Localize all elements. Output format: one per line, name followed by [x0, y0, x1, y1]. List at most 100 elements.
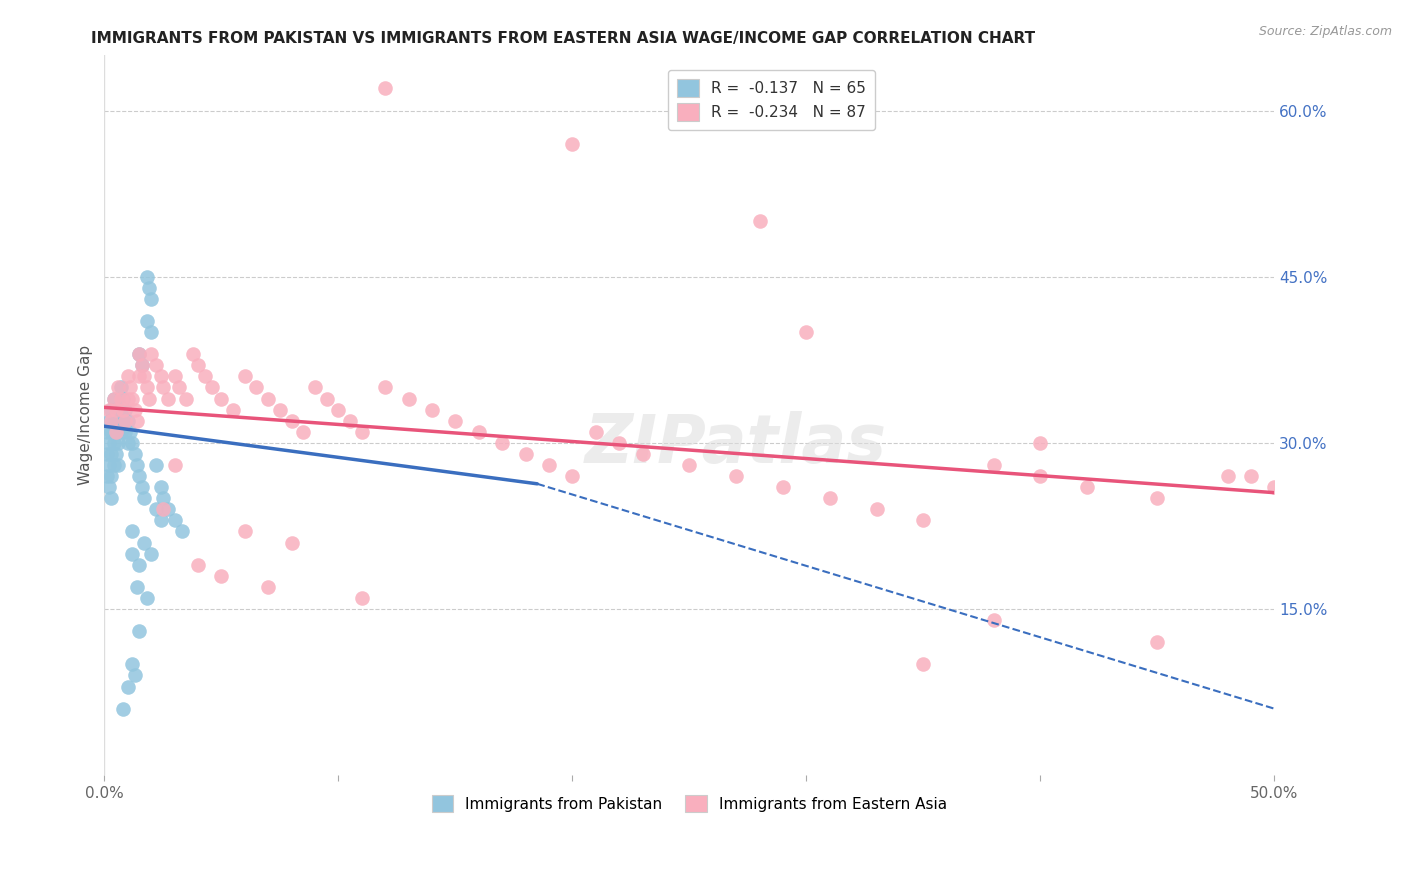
Point: [167, 380, 190, 394]
Point: [131, 480, 153, 494]
Point: [339, 414, 361, 428]
Point: [152, 491, 174, 506]
Point: [163, 513, 186, 527]
Point: [117, 435, 139, 450]
Point: [114, 414, 136, 428]
Point: [257, 392, 280, 406]
Point: [141, 547, 163, 561]
Point: [96, 469, 118, 483]
Point: [135, 380, 157, 394]
Point: [149, 369, 172, 384]
Point: [245, 380, 267, 394]
Point: [107, 414, 129, 428]
Point: [280, 414, 302, 428]
Point: [209, 568, 232, 582]
Point: [1146, 635, 1168, 649]
Point: [112, 414, 135, 428]
Point: [110, 402, 132, 417]
Point: [912, 657, 935, 672]
Point: [865, 502, 887, 516]
Point: [537, 458, 560, 472]
Point: [135, 591, 157, 605]
Point: [127, 414, 149, 428]
Point: [152, 502, 174, 516]
Point: [304, 380, 326, 394]
Point: [96, 425, 118, 439]
Point: [114, 402, 136, 417]
Point: [163, 369, 186, 384]
Point: [103, 414, 125, 428]
Point: [107, 380, 129, 394]
Point: [131, 359, 153, 373]
Point: [796, 325, 818, 339]
Point: [128, 469, 150, 483]
Point: [257, 580, 280, 594]
Point: [121, 392, 143, 406]
Point: [149, 513, 172, 527]
Point: [201, 380, 224, 394]
Point: [103, 392, 125, 406]
Point: [233, 369, 256, 384]
Point: [818, 491, 841, 506]
Point: [350, 591, 373, 605]
Point: [100, 425, 122, 439]
Point: [1216, 469, 1239, 483]
Point: [233, 524, 256, 539]
Point: [315, 392, 337, 406]
Point: [468, 425, 491, 439]
Point: [515, 447, 537, 461]
Point: [114, 425, 136, 439]
Point: [103, 392, 125, 406]
Point: [134, 369, 156, 384]
Point: [107, 435, 129, 450]
Point: [128, 347, 150, 361]
Point: [124, 447, 146, 461]
Point: [174, 392, 197, 406]
Point: [748, 214, 770, 228]
Point: [110, 392, 132, 406]
Point: [156, 392, 179, 406]
Point: [105, 447, 128, 461]
Point: [105, 402, 128, 417]
Point: [107, 458, 129, 472]
Point: [138, 392, 160, 406]
Point: [149, 480, 172, 494]
Point: [269, 402, 291, 417]
Point: [128, 624, 150, 639]
Point: [561, 136, 583, 151]
Point: [1263, 480, 1285, 494]
Point: [491, 435, 513, 450]
Point: [156, 502, 179, 516]
Point: [128, 558, 150, 572]
Point: [983, 458, 1005, 472]
Point: [772, 480, 794, 494]
Point: [121, 657, 143, 672]
Point: [100, 414, 122, 428]
Point: [1240, 469, 1263, 483]
Point: [117, 680, 139, 694]
Text: IMMIGRANTS FROM PAKISTAN VS IMMIGRANTS FROM EASTERN ASIA WAGE/INCOME GAP CORRELA: IMMIGRANTS FROM PAKISTAN VS IMMIGRANTS F…: [91, 31, 1035, 46]
Legend: Immigrants from Pakistan, Immigrants from Eastern Asia: Immigrants from Pakistan, Immigrants fro…: [423, 786, 956, 822]
Point: [145, 502, 167, 516]
Point: [100, 402, 122, 417]
Point: [280, 535, 302, 549]
Point: [163, 458, 186, 472]
Text: Source: ZipAtlas.com: Source: ZipAtlas.com: [1258, 25, 1392, 38]
Point: [1076, 480, 1098, 494]
Point: [98, 414, 121, 428]
Point: [170, 524, 193, 539]
Point: [121, 547, 143, 561]
Point: [1146, 491, 1168, 506]
Point: [141, 292, 163, 306]
Point: [117, 414, 139, 428]
Point: [292, 425, 315, 439]
Point: [105, 425, 128, 439]
Y-axis label: Wage/Income Gap: Wage/Income Gap: [79, 345, 93, 485]
Point: [103, 435, 125, 450]
Point: [117, 392, 139, 406]
Point: [112, 402, 135, 417]
Point: [98, 435, 121, 450]
Point: [98, 458, 121, 472]
Point: [152, 380, 174, 394]
Point: [100, 469, 122, 483]
